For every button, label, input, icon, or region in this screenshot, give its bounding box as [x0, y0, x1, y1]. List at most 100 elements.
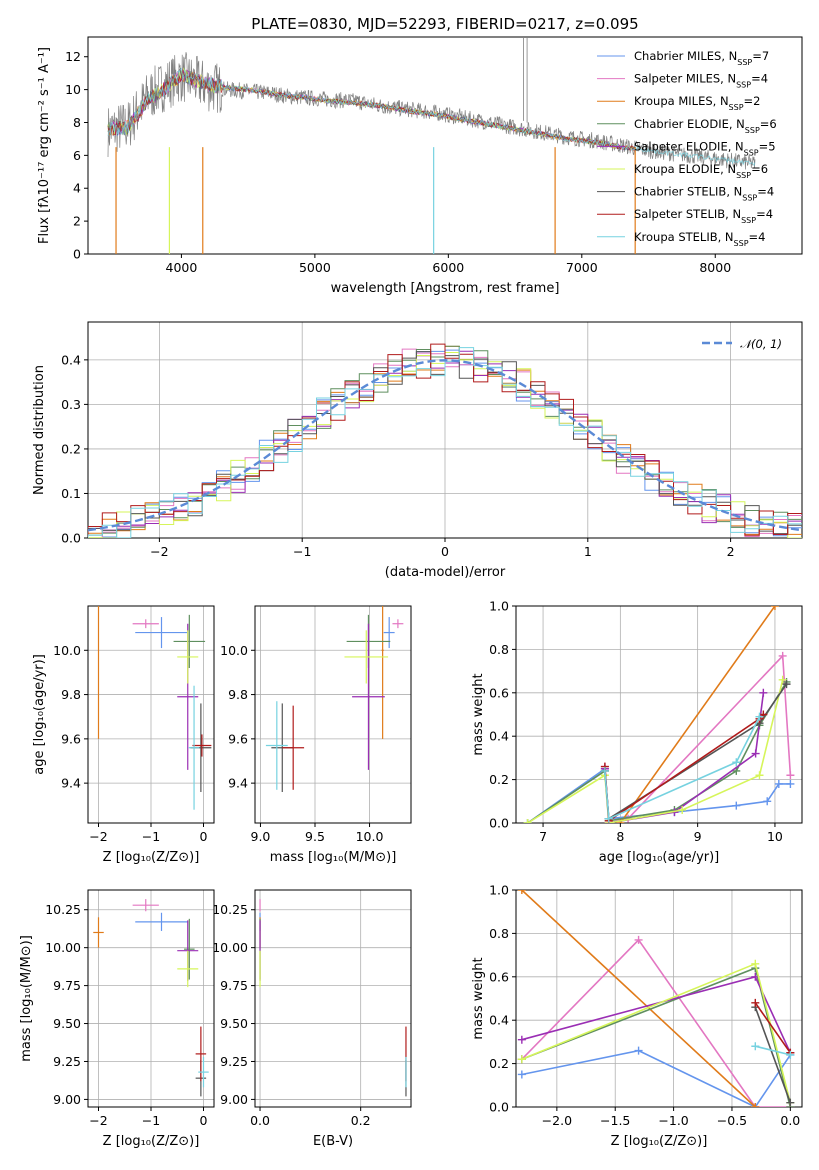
weight-point-marker: [600, 766, 609, 775]
y-tick-label: 10.00: [45, 940, 81, 955]
panel-weight-vs-age: 7 8 9 10 0.0 0.2 0.4 0.6 0.8 1.0 age [log₁₀(age/yr…: [471, 599, 803, 865]
x-axis-label: Z [log₁₀(Z/Z⊙)]: [103, 1134, 200, 1149]
weight-point-marker: [751, 998, 760, 1007]
x-tick-label: −1.0: [658, 1113, 688, 1128]
y-tick-label: 9.6: [228, 731, 248, 746]
x-tick-label: −2: [150, 544, 168, 559]
x-tick-label: 5000: [299, 260, 331, 275]
x-tick-label: 1: [584, 544, 592, 559]
weight-point-marker: [755, 712, 764, 721]
y-tick-label: 9.00: [53, 1092, 81, 1107]
x-tick-label: −2: [89, 829, 107, 844]
weight-series-line: [754, 1006, 792, 1103]
x-tick-label: 7000: [566, 260, 598, 275]
residual-histogram: [88, 343, 802, 538]
weight-series-line: [754, 1002, 791, 1054]
x-tick-label: 7: [539, 829, 547, 844]
y-tick-label: 12: [65, 49, 81, 64]
weight-point-marker: [732, 758, 741, 767]
x-tick-label: 10.0: [356, 829, 384, 844]
y-tick-label: 0.2: [489, 1056, 509, 1071]
weight-series-line: [521, 967, 792, 1107]
plot-area: [93, 899, 209, 1097]
weight-series-line: [604, 683, 788, 821]
x-tick-label: 8000: [699, 260, 731, 275]
plot-area: [259, 899, 407, 1097]
y-tick-label: 0.8: [489, 926, 509, 941]
figure-title: PLATE=0830, MJD=52293, FIBERID=0217, z=0…: [251, 15, 638, 33]
weight-point-marker: [786, 1098, 795, 1107]
weight-point-marker: [517, 1070, 526, 1079]
x-tick-label: 10: [767, 829, 783, 844]
panel-age-vs-mass: 9.0 9.5 10.0 9.4 9.6 9.8 10.0 mass [log₁₀(M/M⊙)…: [220, 605, 412, 865]
y-tick-label: 9.8: [61, 687, 81, 702]
y-tick-label: 9.75: [220, 978, 248, 993]
axes-frame: [254, 889, 412, 1108]
weight-series-line: [619, 606, 776, 823]
legend-entry: Chabrier STELIB, NSSP=4: [634, 185, 774, 203]
y-tick-label: 9.25: [220, 1054, 248, 1069]
y-tick-label: 8: [73, 115, 81, 130]
panel-weight-vs-Z: −2.0 −1.5 −1.0 −0.5 0.0 0.0 0.2 0.4 0.6 0.8 1.0 Z […: [471, 883, 803, 1149]
plot-area: [88, 343, 802, 538]
axes-frame: [87, 321, 803, 539]
legend-entry: Chabrier ELODIE, NSSP=6: [634, 117, 777, 135]
y-tick-label: 0.3: [61, 397, 81, 412]
axes-frame: [87, 605, 215, 824]
y-tick-label: 9.50: [53, 1016, 81, 1031]
legend-entry: Chabrier MILES, NSSP=7: [634, 49, 769, 67]
panel-mass-vs-Z: −2 −1 0 9.00 9.25 9.50 9.75 10.00 10.25 Z [log₁₀(…: [19, 889, 215, 1149]
y-tick-label: 0.2: [489, 772, 509, 787]
plot-area: [265, 606, 404, 792]
y-axis-label: mass weight: [471, 673, 486, 755]
weight-point-marker: [732, 801, 741, 810]
y-tick-label: 9.4: [228, 776, 248, 791]
weight-point-marker: [786, 771, 795, 780]
y-tick-label: 6: [73, 148, 81, 163]
x-axis-label: (data-model)/error: [385, 565, 506, 580]
weight-point-marker: [759, 688, 768, 697]
y-tick-label: 9.00: [220, 1092, 248, 1107]
axes-frame: [515, 889, 803, 1108]
x-axis-label: Z [log₁₀(Z/Z⊙)]: [103, 850, 200, 865]
weight-series-line: [521, 938, 791, 1107]
y-tick-label: 10.0: [53, 643, 81, 658]
weight-point-marker: [786, 779, 795, 788]
axes-frame: [254, 605, 412, 824]
residual-histogram: [88, 347, 802, 538]
y-tick-label: 0.1: [61, 486, 81, 501]
weight-point-marker: [774, 779, 783, 788]
weight-series-line: [755, 1045, 791, 1056]
axes-frame: [87, 36, 803, 255]
x-tick-label: −0.5: [717, 1113, 747, 1128]
weight-series-line: [521, 890, 756, 1107]
y-axis-label: Normed distribution: [32, 365, 47, 495]
y-axis-label: mass weight: [471, 957, 486, 1039]
y-tick-label: 10.0: [220, 643, 248, 658]
y-tick-label: 10: [65, 82, 81, 97]
model-spectrum-line: [107, 68, 756, 167]
y-tick-label: 10.00: [212, 940, 248, 955]
x-tick-label: 0: [200, 829, 208, 844]
y-tick-label: 0: [73, 247, 81, 262]
legend-entry: Kroupa STELIB, NSSP=4: [634, 230, 765, 248]
weight-point-marker: [517, 1035, 526, 1044]
x-tick-label: −2.0: [542, 1113, 572, 1128]
x-tick-label: 9.0: [251, 829, 271, 844]
x-tick-label: 4000: [166, 260, 198, 275]
y-tick-label: 0.0: [489, 1100, 509, 1115]
legend-entry: Salpeter MILES, NSSP=4: [634, 72, 768, 90]
y-tick-label: 1.0: [489, 883, 509, 898]
y-tick-label: 10.25: [212, 902, 248, 917]
normal-reference-curve: [88, 359, 802, 532]
weight-series-line: [521, 1049, 791, 1107]
legend-entry: Salpeter STELIB, NSSP=4: [634, 207, 773, 225]
x-axis-label: Z [log₁₀(Z/Z⊙)]: [611, 1134, 708, 1149]
y-axis-label: age [log₁₀(age/yr)]: [32, 654, 47, 775]
plot-area: [97, 606, 212, 810]
x-tick-label: 0: [200, 1113, 208, 1128]
y-tick-label: 0.6: [489, 685, 509, 700]
weight-series-line: [521, 962, 792, 1103]
model-spectrum-line: [107, 67, 635, 151]
x-axis-label: E(B-V): [313, 1134, 353, 1149]
